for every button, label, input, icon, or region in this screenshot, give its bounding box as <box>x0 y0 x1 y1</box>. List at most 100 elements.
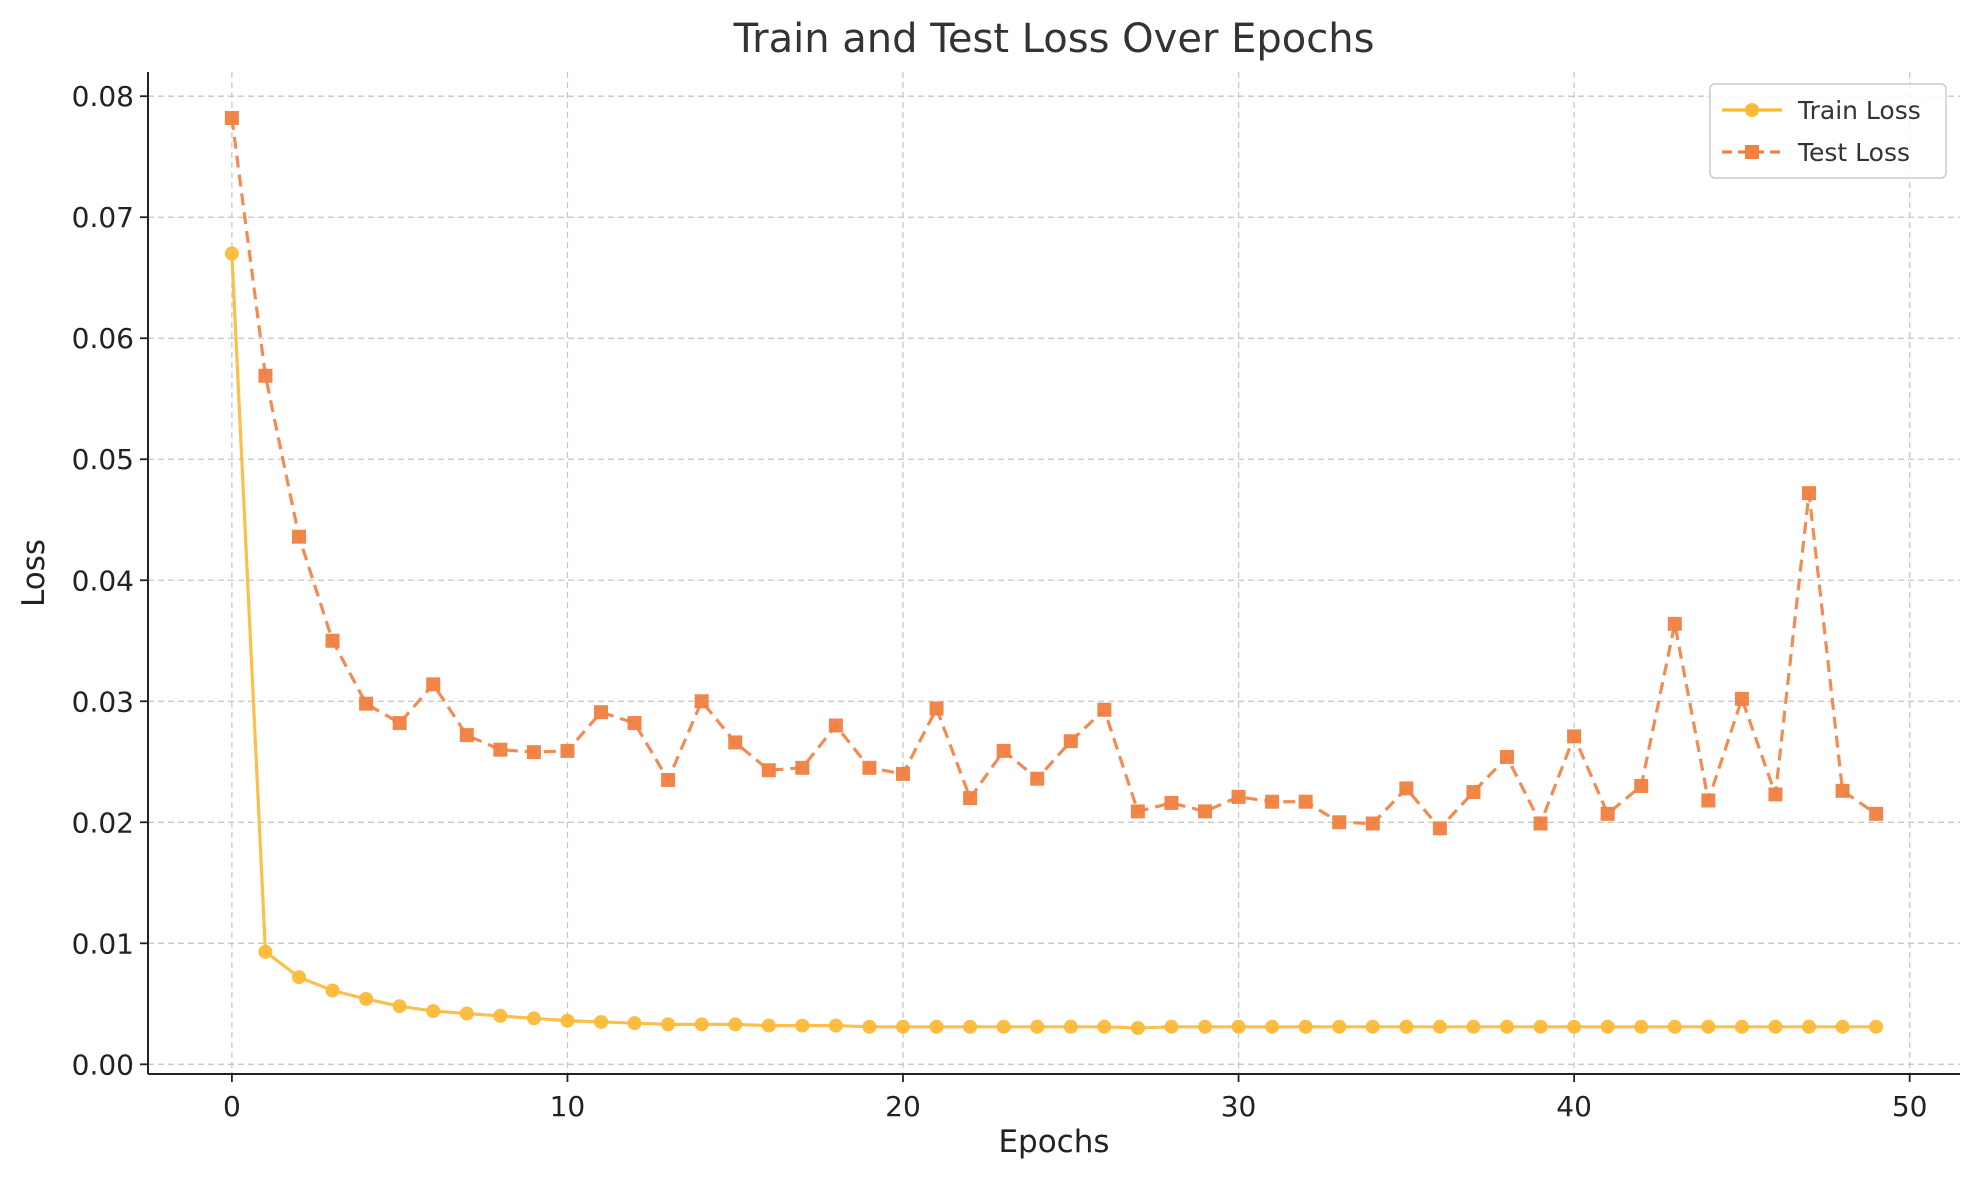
data-point <box>359 991 374 1006</box>
x-tick-label: 10 <box>550 1090 586 1123</box>
data-point <box>224 110 239 125</box>
data-point <box>1432 821 1447 836</box>
data-point <box>258 368 273 383</box>
data-point <box>761 1018 776 1033</box>
data-point <box>392 999 407 1014</box>
data-point <box>1600 806 1615 821</box>
data-point <box>862 760 877 775</box>
data-point <box>627 1016 642 1031</box>
data-point <box>896 1019 910 1034</box>
legend-item: Train Loss <box>1722 96 1921 125</box>
data-point <box>594 705 608 720</box>
chart-title: Train and Test Loss Over Epochs <box>733 16 1375 62</box>
data-point <box>694 1017 709 1032</box>
data-point <box>1030 1019 1045 1034</box>
data-point <box>1768 1019 1783 1034</box>
data-point <box>728 735 743 750</box>
data-point <box>1298 794 1313 809</box>
data-point <box>560 1013 575 1028</box>
y-tick-label: 0.08 <box>72 80 134 113</box>
y-tick-label: 0.06 <box>72 322 134 355</box>
legend-box <box>1709 83 1947 179</box>
axes <box>147 72 1960 1075</box>
data-point <box>1634 1019 1649 1034</box>
data-point <box>1667 1019 1682 1034</box>
data-point <box>1734 1019 1749 1034</box>
data-point <box>1130 804 1145 819</box>
data-point <box>1802 1019 1816 1034</box>
data-point <box>862 1019 877 1034</box>
data-point <box>1231 789 1246 804</box>
y-tick-label: 0.01 <box>72 927 134 960</box>
data-point <box>1533 1019 1548 1034</box>
data-point <box>459 728 474 743</box>
legend-marker <box>1745 145 1759 159</box>
data-point <box>828 718 843 733</box>
ticks: 0 10 20 30 40 50 0.00 0.01 0.02 0.03 0.04 0.05 0.06 0… <box>72 80 1928 1123</box>
data-point <box>292 529 306 544</box>
data-point <box>526 745 541 760</box>
data-point <box>1365 816 1380 831</box>
legend: Train Loss Test Loss <box>1709 83 1947 179</box>
data-point <box>493 1008 508 1023</box>
data-point <box>1869 1019 1884 1034</box>
data-point <box>1634 778 1649 793</box>
data-point <box>1365 1019 1380 1034</box>
data-point <box>1097 702 1112 717</box>
data-point <box>1298 1019 1313 1034</box>
data-point <box>325 983 340 998</box>
data-point <box>896 766 910 781</box>
data-point <box>1063 1019 1078 1034</box>
data-point <box>493 742 508 757</box>
legend-marker <box>1745 103 1759 117</box>
data-point <box>661 1017 676 1032</box>
data-point <box>1835 783 1850 798</box>
data-point <box>1432 1019 1447 1034</box>
data-point <box>325 633 340 648</box>
series-line <box>230 117 1878 830</box>
data-point <box>258 944 273 959</box>
y-tick-label: 0.02 <box>72 806 134 839</box>
data-point <box>795 760 810 775</box>
data-point <box>1063 734 1078 749</box>
data-point <box>828 1018 843 1033</box>
data-point <box>1667 616 1682 631</box>
data-point <box>996 743 1011 758</box>
data-point <box>1130 1021 1145 1036</box>
series-test-loss <box>224 110 1884 836</box>
grid <box>148 72 1960 1074</box>
x-tick-label: 20 <box>885 1090 921 1123</box>
data-point <box>627 716 642 731</box>
data-point <box>1500 749 1514 764</box>
data-point <box>761 763 776 778</box>
data-point <box>1164 1019 1179 1034</box>
data-point <box>996 1019 1011 1034</box>
data-point <box>963 1019 978 1034</box>
data-point <box>694 694 709 709</box>
data-point <box>560 743 575 758</box>
data-point <box>1500 1019 1514 1034</box>
data-point <box>359 696 374 711</box>
y-tick-label: 0.04 <box>72 564 134 597</box>
data-point <box>1768 787 1783 802</box>
y-tick-label: 0.03 <box>72 685 134 718</box>
series <box>224 110 1884 1036</box>
x-axis-label: Epochs <box>998 1124 1109 1160</box>
data-point <box>1466 1019 1481 1034</box>
y-tick-label: 0.05 <box>72 443 134 476</box>
data-point <box>224 246 239 261</box>
data-point <box>594 1014 608 1029</box>
legend-label: Test Loss <box>1797 138 1910 167</box>
data-point <box>661 772 676 787</box>
data-point <box>392 716 407 731</box>
x-tick-label: 0 <box>223 1090 241 1123</box>
data-point <box>1198 804 1212 819</box>
data-point <box>426 1004 441 1019</box>
legend-label: Train Loss <box>1797 96 1921 125</box>
data-point <box>1332 815 1347 830</box>
data-point <box>795 1018 810 1033</box>
data-point <box>526 1011 541 1026</box>
data-point <box>929 701 944 716</box>
data-point <box>1265 794 1280 809</box>
